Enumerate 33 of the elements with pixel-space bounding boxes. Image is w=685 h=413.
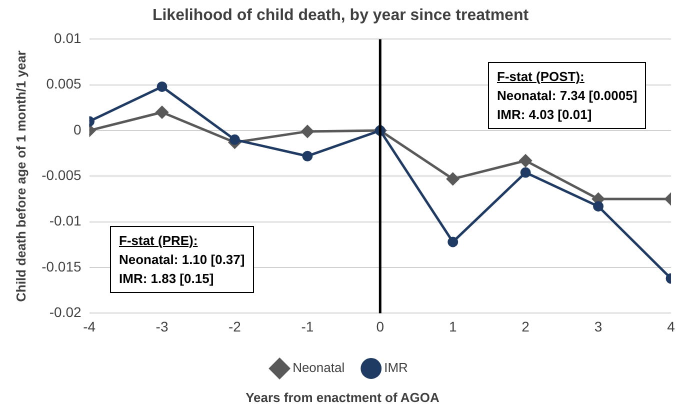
point xyxy=(519,154,532,167)
annotation: F-stat (PRE): Neonatal: 1.10 [0.37] IMR: 1.83 [0.15] xyxy=(119,232,245,288)
y-tick-label: -0.015 xyxy=(42,258,82,274)
x-tick-label: 1 xyxy=(448,318,457,334)
x-axis-title: Years from enactment of AGOA xyxy=(244,390,440,405)
y-tick-label: -0.01 xyxy=(49,212,82,229)
point xyxy=(446,172,460,186)
x-tick-label: 0 xyxy=(376,318,384,334)
point xyxy=(229,134,240,145)
point xyxy=(156,106,168,119)
y-tick-label: 0.01 xyxy=(54,30,82,46)
x-tick-label: -1 xyxy=(301,318,314,334)
x-tick-label: -4 xyxy=(83,318,96,334)
y-tick-label: -0.005 xyxy=(42,167,82,184)
legend-label: IMR xyxy=(384,360,408,376)
x-tick-label: 2 xyxy=(522,318,530,334)
annotation: F-stat (POST): Neonatal: 7.34 [0.0005] IMR: 4.03 [0.01] xyxy=(497,68,638,124)
x-tick-label: 4 xyxy=(667,318,676,334)
point xyxy=(302,150,313,162)
x-tick-label: -3 xyxy=(156,318,168,334)
legend-label: Neonatal xyxy=(292,360,345,376)
point xyxy=(448,236,458,248)
point xyxy=(593,201,604,212)
point xyxy=(301,125,314,138)
point xyxy=(520,167,531,178)
x-tick-label: 3 xyxy=(594,318,602,334)
point xyxy=(156,81,168,92)
y-tick-label: 0 xyxy=(74,121,82,138)
y-axis-title: Child death before age of 1 month/1 year xyxy=(13,50,28,302)
chart-title: Likelihood of child death, by year since treatment xyxy=(152,7,530,24)
x-tick-label: -2 xyxy=(228,318,242,334)
y-tick-label: 0.005 xyxy=(46,76,82,92)
y-tick-label: -0.02 xyxy=(49,304,82,320)
